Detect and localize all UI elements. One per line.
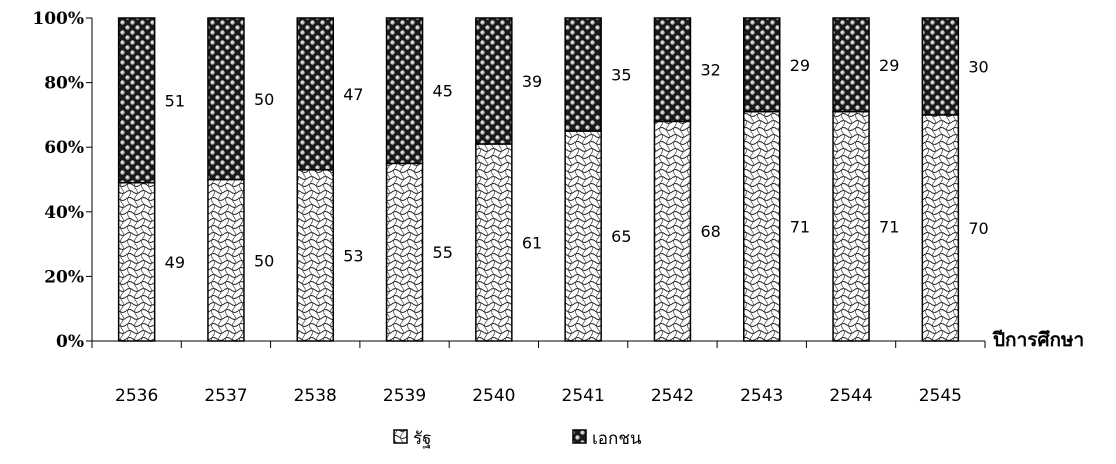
x-category-label: 2536 bbox=[115, 386, 158, 406]
data-label-private: 32 bbox=[700, 61, 720, 80]
x-category-label: 2541 bbox=[562, 386, 605, 406]
data-label-state: 71 bbox=[790, 217, 810, 236]
legend-swatch-private bbox=[572, 429, 587, 444]
bar-segment-private bbox=[653, 17, 692, 123]
data-label-private: 45 bbox=[433, 82, 453, 101]
bar-segment-private bbox=[743, 17, 781, 113]
data-label-private: 29 bbox=[879, 56, 899, 75]
bar-segment-private bbox=[385, 17, 424, 165]
y-tick-label: 80% bbox=[44, 74, 84, 94]
legend-label-state: รัฐ bbox=[413, 429, 432, 449]
bar-segment-state bbox=[475, 143, 513, 342]
x-category-label: 2538 bbox=[294, 386, 337, 406]
data-label-private: 35 bbox=[611, 66, 631, 85]
legend-item-private: เอกชน bbox=[572, 429, 642, 449]
x-axis-title: ปีการศึกษา bbox=[992, 329, 1084, 351]
bar-segment-private bbox=[564, 17, 602, 132]
bar-segment-state bbox=[117, 181, 156, 342]
y-tick-label: 0% bbox=[56, 332, 84, 352]
x-category-label: 2543 bbox=[740, 386, 783, 406]
bar-segment-private bbox=[921, 17, 960, 116]
y-tick-label: 20% bbox=[44, 267, 84, 287]
data-label-private: 29 bbox=[790, 56, 810, 75]
y-axis: 0% 20% 40% 60% 80% 100% bbox=[32, 9, 93, 352]
bar-segment-private bbox=[207, 17, 245, 181]
legend-item-state: รัฐ bbox=[393, 429, 432, 449]
data-label-state: 61 bbox=[522, 233, 542, 252]
y-tick-label: 60% bbox=[44, 138, 84, 158]
bar-segment-private bbox=[117, 17, 156, 184]
bar-segment-state bbox=[564, 130, 602, 342]
legend: รัฐ เอกชน bbox=[393, 429, 642, 449]
data-label-state: 70 bbox=[968, 219, 988, 238]
y-tick-label: 100% bbox=[32, 9, 84, 29]
data-label-state: 55 bbox=[433, 243, 453, 262]
x-category-label: 2537 bbox=[204, 386, 247, 406]
x-category-label: 2545 bbox=[919, 386, 962, 406]
data-label-state: 68 bbox=[700, 222, 720, 241]
data-label-state: 53 bbox=[343, 246, 363, 265]
data-label-state: 50 bbox=[254, 251, 274, 270]
y-tick-label: 40% bbox=[44, 203, 84, 223]
bar-segment-private bbox=[832, 17, 870, 113]
x-axis bbox=[91, 340, 986, 348]
data-label-state: 49 bbox=[165, 253, 185, 272]
legend-swatch-state bbox=[393, 429, 408, 444]
bar-segment-state bbox=[832, 110, 870, 342]
bar-segment-state bbox=[921, 114, 960, 342]
x-category-label: 2544 bbox=[829, 386, 872, 406]
data-labels: 49 51 50 50 53 47 55 45 61 39 65 35 68 32 71 29 71 29 70 30 bbox=[165, 56, 989, 272]
data-label-private: 39 bbox=[522, 72, 542, 91]
x-category-label: 2539 bbox=[383, 386, 426, 406]
data-label-state: 65 bbox=[611, 227, 631, 246]
bar-segment-state bbox=[653, 120, 692, 342]
data-label-private: 50 bbox=[254, 90, 274, 109]
bar-segment-private bbox=[296, 17, 334, 171]
legend-label-private: เอกชน bbox=[592, 429, 642, 449]
data-label-private: 51 bbox=[165, 91, 185, 110]
bar-segment-private bbox=[475, 17, 513, 145]
bar-segment-state bbox=[207, 178, 245, 342]
bar-segment-state bbox=[743, 110, 781, 342]
data-label-state: 71 bbox=[879, 217, 899, 236]
x-category-label: 2542 bbox=[651, 386, 694, 406]
data-label-private: 47 bbox=[343, 85, 363, 104]
bar-segment-state bbox=[296, 169, 334, 342]
data-label-private: 30 bbox=[968, 57, 988, 76]
bar-segment-state bbox=[385, 162, 424, 342]
bars bbox=[117, 17, 960, 342]
x-category-label: 2540 bbox=[472, 386, 515, 406]
category-labels: 2536 2537 2538 2539 2540 2541 2542 2543 2544 2545 bbox=[115, 386, 962, 406]
